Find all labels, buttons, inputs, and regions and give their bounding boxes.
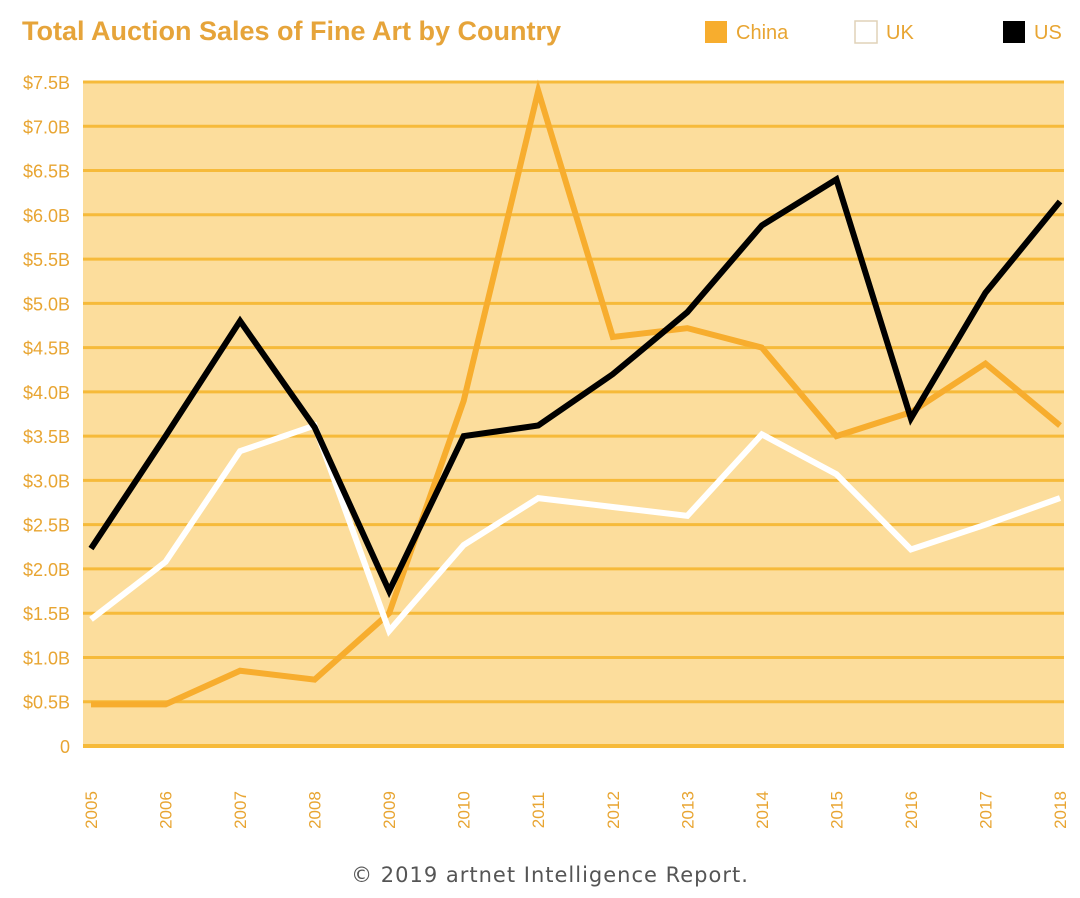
y-tick-label: $6.5B [23,162,70,182]
x-tick-label: 2011 [529,792,548,829]
x-tick-label: 2014 [753,791,772,829]
y-tick-label: $5.0B [23,294,70,314]
y-tick-label: $7.5B [23,73,70,93]
legend-label-uk: UK [886,22,914,44]
y-tick-label: $0.5B [23,693,70,713]
y-tick-label: $4.5B [23,339,70,359]
legend-swatch-china [705,21,727,43]
y-tick-label: $4.0B [23,383,70,403]
legend: China UK US [705,20,1062,44]
y-axis-ticks: 0 $0.5B $1.0B $1.5B $2.0B $2.5B $3.0B $3.5B $4.0… [23,73,70,757]
y-tick-label: $2.5B [23,516,70,536]
series-line-uk [89,421,1062,637]
series-line-china [91,79,1062,708]
y-tick-label: $6.0B [23,206,70,226]
series-lines [88,79,1063,708]
legend-swatch-us [1003,21,1025,43]
y-tick-label: 0 [60,737,70,757]
legend-label-china: China [736,22,789,44]
legend-label-us: US [1034,22,1062,44]
x-tick-label: 2007 [231,791,250,829]
y-tick-label: $3.0B [23,471,70,491]
x-tick-label: 2018 [1051,791,1070,829]
x-tick-label: 2017 [976,791,995,829]
x-tick-label: 2013 [678,791,697,829]
y-tick-label: $7.0B [23,117,70,137]
chart-title: Total Auction Sales of Fine Art by Count… [22,16,561,46]
x-tick-label: 2008 [306,791,325,829]
y-tick-label: $5.5B [23,250,70,270]
x-tick-label: 2012 [604,791,623,829]
x-tick-label: 2010 [455,791,474,829]
y-tick-label: $3.5B [23,427,70,447]
x-axis-ticks: 2005 2006 2007 2008 2009 2010 2011 2012 2013 2014… [82,791,1070,829]
x-tick-label: 2016 [902,791,921,829]
y-tick-label: $1.0B [23,648,70,668]
y-tick-label: $1.5B [23,604,70,624]
gridlines [83,80,1064,748]
x-tick-label: 2006 [157,791,176,829]
x-tick-label: 2009 [380,791,399,829]
copyright-footer: © 2019 artnet Intelligence Report. [351,863,749,887]
y-tick-label: $2.0B [23,560,70,580]
legend-swatch-uk [854,20,878,44]
series-line-us [88,174,1063,599]
x-tick-label: 2005 [82,791,101,829]
x-tick-label: 2015 [827,791,846,829]
